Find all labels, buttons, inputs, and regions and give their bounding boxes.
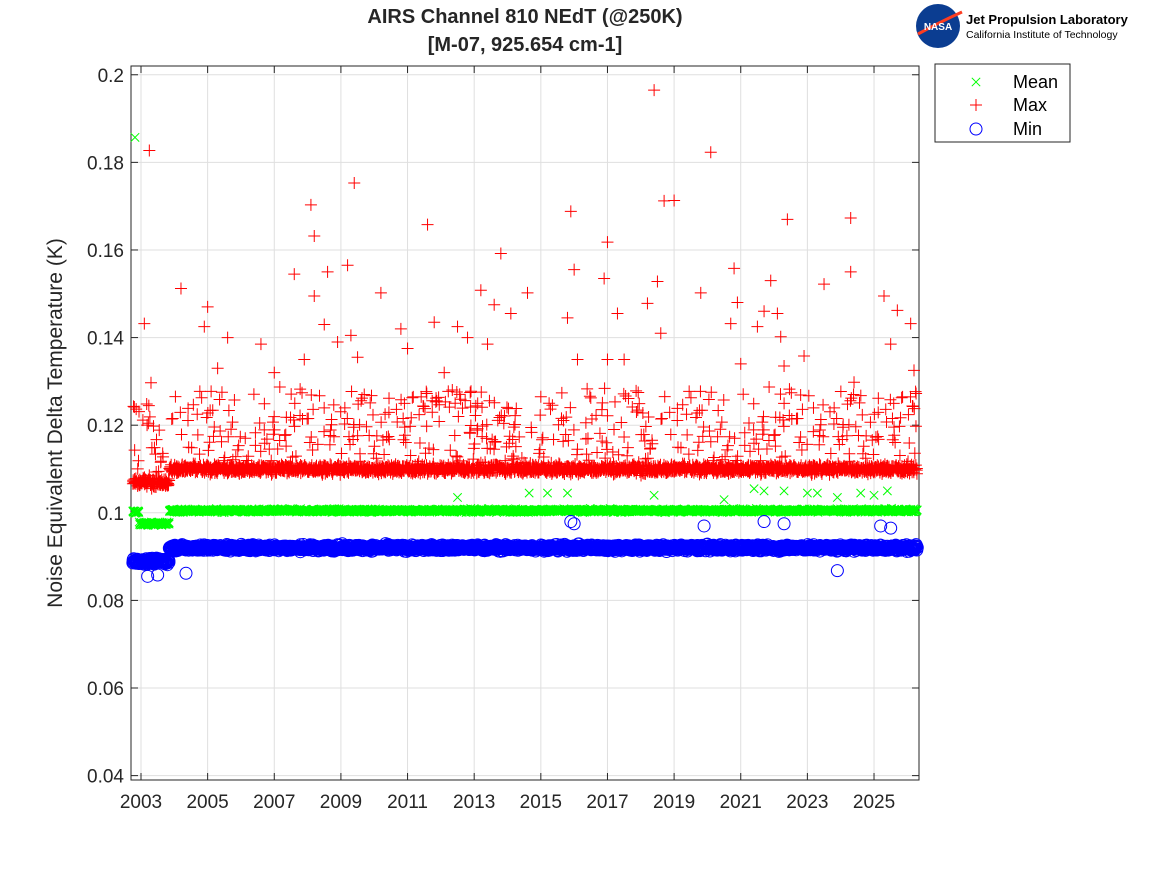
- x-tick-label: 2007: [253, 792, 295, 813]
- x-tick-label: 2017: [586, 792, 628, 813]
- point-mean: [134, 506, 144, 516]
- chart-title-line-2: [M-07, 925.654 cm-1]: [428, 34, 623, 56]
- series-mean: [128, 132, 922, 531]
- data-points: [126, 84, 924, 583]
- x-tick-label: 2023: [786, 792, 828, 813]
- point-mean: [562, 488, 573, 498]
- point-mean: [759, 486, 769, 496]
- y-tick-label: 0.1: [98, 504, 124, 525]
- x-tick-label: 2003: [120, 792, 162, 813]
- point-mean: [452, 492, 463, 503]
- point-mean: [649, 490, 659, 500]
- point-mean: [130, 132, 140, 142]
- x-tick-label: 2019: [653, 792, 695, 813]
- x-tick-label: 2021: [720, 792, 762, 813]
- y-axis-label: Noise Equivalent Delta Temperature (K): [44, 238, 67, 608]
- point-mean: [524, 488, 534, 498]
- x-tick-label: 2011: [387, 792, 428, 813]
- y-tick-label: 0.06: [87, 679, 124, 700]
- y-tick-label: 0.18: [87, 153, 124, 174]
- x-tick-label: 2005: [186, 792, 228, 813]
- plot-frame: [130, 65, 920, 781]
- point-mean: [856, 488, 866, 498]
- x-tick-label: 2013: [453, 792, 495, 813]
- point-mean: [882, 486, 892, 496]
- point-mean: [749, 484, 759, 494]
- x-tick-label: 2025: [853, 792, 895, 813]
- series-min: [126, 515, 924, 583]
- x-tick-label: 2015: [520, 792, 562, 813]
- x-tick-label: 2009: [320, 792, 362, 813]
- point-mean: [542, 488, 553, 498]
- y-tick-label: 0.14: [87, 329, 124, 350]
- point-mean: [134, 507, 144, 517]
- point-mean: [779, 486, 789, 496]
- y-tick-labels: 0.04 0.06 0.08 0.1 0.12 0.14 0.16 0.18 0.2: [87, 66, 124, 788]
- grid: [131, 66, 919, 780]
- point-mean: [832, 492, 842, 503]
- chart-title-line-1: AIRS Channel 810 NEdT (@250K): [367, 6, 682, 28]
- y-tick-label: 0.12: [87, 416, 124, 437]
- point-mean: [719, 495, 729, 505]
- axis-ticks: [131, 66, 919, 780]
- x-tick-labels: 2003 2005 2007 2009 2011 2013 2015 2017 2019 2021…: [120, 792, 895, 813]
- y-tick-label: 0.2: [98, 66, 124, 87]
- point-mean: [164, 519, 174, 529]
- y-tick-label: 0.04: [87, 767, 124, 788]
- y-tick-label: 0.16: [87, 241, 124, 262]
- point-mean: [164, 518, 174, 528]
- y-tick-label: 0.08: [87, 591, 124, 612]
- point-mean: [812, 488, 822, 498]
